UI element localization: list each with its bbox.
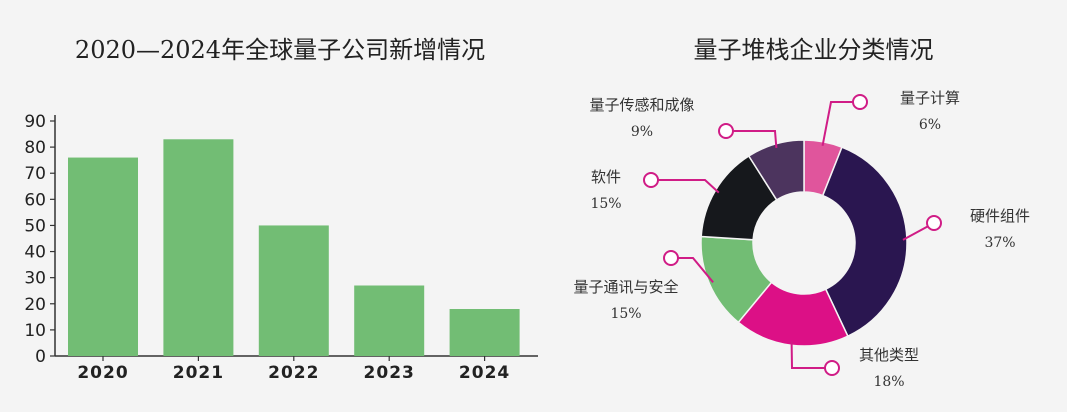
y-tick-label: 90 <box>24 112 46 132</box>
x-tick-label-2021: 2021 <box>173 363 224 383</box>
y-tick-label: 70 <box>24 164 46 184</box>
leader-line-software <box>651 179 720 194</box>
leader-dot-quantum-computing <box>852 94 868 110</box>
slice-label-quantum-comm-security: 量子通讯与安全 <box>573 278 678 296</box>
leader-dot-quantum-sensing-imaging <box>718 123 734 139</box>
x-tick-label-2023: 2023 <box>364 363 415 383</box>
slice-pct-hardware-components: 37% <box>984 235 1015 251</box>
bar-2021 <box>163 139 234 356</box>
bar-chart: 0 10 20 30 40 50 60 70 80 90 2020 2021 2022 2023 2024 <box>24 112 538 383</box>
bar-chart-panel: 2020—2024年全球量子公司新增情况 0 10 20 30 40 50 60 70 80 90… <box>24 36 538 383</box>
slice-label-other-types: 其他类型 <box>859 346 919 364</box>
slice-label-hardware-components: 硬件组件 <box>970 207 1030 225</box>
leader-dot-software <box>643 172 659 188</box>
bar-2023 <box>354 285 425 356</box>
slice-quantum-sensing-imaging <box>747 139 805 201</box>
donut-chart-panel: 量子堆栈企业分类情况 量子计算 6% 硬件组件 37% 其他类型 18% 量子通讯与安全 15… <box>560 0 1067 412</box>
y-tick-label: 60 <box>24 190 46 210</box>
y-tick-label: 40 <box>24 243 46 263</box>
slice-label-software: 软件 <box>591 168 621 186</box>
leader-line-quantum-sensing-imaging <box>726 130 778 149</box>
slice-label-quantum-computing: 量子计算 <box>900 89 960 107</box>
bar-2022 <box>258 225 329 356</box>
y-tick-label: 50 <box>24 216 46 236</box>
slice-hardware-components <box>821 146 908 338</box>
leader-line-quantum-computing <box>821 101 860 146</box>
y-tick-label: 0 <box>35 347 46 367</box>
leader-dot-other-types <box>824 360 840 376</box>
slice-pct-quantum-computing: 6% <box>919 117 941 133</box>
y-tick-label: 20 <box>24 295 46 315</box>
y-tick-label: 10 <box>24 321 46 341</box>
slice-pct-other-types: 18% <box>873 374 904 390</box>
bar-2020 <box>68 157 138 356</box>
slice-label-quantum-sensing-imaging: 量子传感和成像 <box>589 96 694 114</box>
leader-dot-quantum-comm-security <box>663 250 679 266</box>
x-tick-label-2024: 2024 <box>459 363 510 383</box>
y-tick-label: 30 <box>24 269 46 289</box>
x-tick-label-2022: 2022 <box>268 363 319 383</box>
slice-pct-quantum-sensing-imaging: 9% <box>631 124 653 140</box>
slice-pct-quantum-comm-security: 15% <box>610 306 641 322</box>
x-tick-label-2020: 2020 <box>77 363 128 383</box>
donut-chart-title: 量子堆栈企业分类情况 <box>693 36 934 64</box>
bar-chart-title: 2020—2024年全球量子公司新增情况 <box>74 36 486 64</box>
slice-pct-software: 15% <box>590 196 621 212</box>
bar-2024 <box>449 309 520 356</box>
y-tick-label: 80 <box>24 138 46 158</box>
leader-line-other-types <box>790 341 832 369</box>
leader-dot-hardware-components <box>926 215 942 231</box>
donut-chart: 量子计算 6% 硬件组件 37% 其他类型 18% 量子通讯与安全 15% 软件 15% 量子传感和… <box>573 89 1030 390</box>
